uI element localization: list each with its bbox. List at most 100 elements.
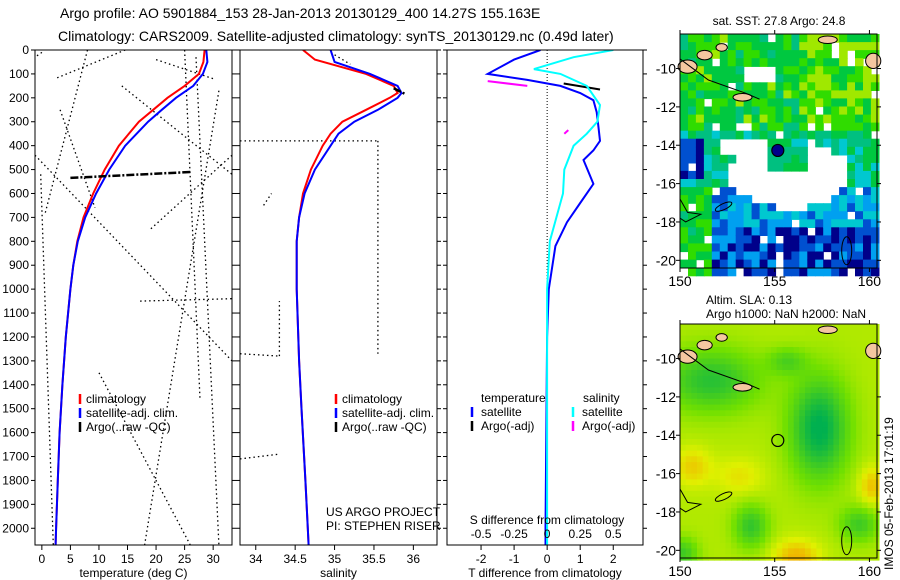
map-cell [697, 387, 704, 394]
map-cell [748, 381, 755, 388]
map-cell [770, 548, 778, 555]
map-cell [855, 154, 864, 164]
map-cell [680, 179, 689, 188]
map-cell [753, 329, 761, 337]
map-cell [839, 114, 848, 124]
map-cell [702, 456, 709, 463]
map-cell [844, 525, 852, 532]
map-cell [861, 502, 869, 509]
map-cell [856, 496, 863, 503]
map-cell [810, 364, 817, 371]
map-cell [839, 479, 846, 486]
map-cell [856, 393, 863, 400]
y-tick-label: 500 [9, 163, 29, 177]
map-cell [810, 456, 817, 463]
map-cell [767, 50, 777, 59]
map-cell [714, 416, 721, 423]
map-cell [815, 235, 824, 245]
map-cell [827, 335, 835, 342]
map-cell [731, 554, 738, 561]
map-cell [807, 74, 816, 83]
map-cell [833, 519, 840, 526]
map-cell [850, 439, 857, 446]
map-cell [867, 404, 874, 411]
map-cell [861, 433, 869, 440]
map-cell [685, 519, 692, 526]
map-cell [799, 375, 806, 383]
map-cell [831, 195, 840, 204]
map-cell [799, 370, 806, 377]
map-cell [725, 542, 732, 550]
map-cell [793, 404, 800, 411]
map-cell [765, 381, 772, 388]
map-cell [753, 370, 761, 377]
map-cell [703, 267, 713, 277]
map-cell [782, 502, 789, 509]
map-cell [702, 404, 709, 411]
map-cell [793, 358, 800, 365]
map-cell [691, 462, 698, 469]
map-cell [759, 439, 766, 446]
map-cell [742, 439, 749, 446]
map-cell [799, 154, 808, 164]
map-cell [702, 490, 709, 498]
map-cell [767, 203, 777, 212]
map-cell [791, 58, 800, 67]
map-cell [870, 243, 880, 253]
map-cell [695, 74, 705, 83]
map-cell [815, 74, 824, 83]
map-cell [799, 130, 808, 140]
map-cell [833, 381, 840, 388]
map-cell [685, 427, 692, 434]
map-cell [844, 433, 852, 440]
map-cell [711, 114, 721, 124]
map-cell [782, 513, 789, 521]
map-cell [735, 42, 745, 51]
map-cell [719, 548, 727, 555]
map-cell [743, 50, 753, 59]
map-cell [770, 519, 778, 526]
map-cell [742, 508, 749, 515]
map-cell [695, 98, 705, 108]
map-cell [742, 364, 749, 371]
map-cell [714, 473, 721, 480]
map-cell [839, 211, 848, 220]
map-cell [735, 227, 745, 236]
map-cell [816, 479, 823, 486]
map-cell [742, 519, 749, 526]
map-cell [799, 536, 806, 544]
map-cell [727, 227, 737, 236]
map-cell [759, 502, 766, 509]
map-cell [863, 267, 872, 277]
map-cell [783, 267, 792, 277]
map-cell [827, 496, 835, 503]
map-cell [742, 536, 749, 544]
map-cell [839, 34, 848, 43]
map-cell [765, 352, 772, 360]
map-cell [873, 404, 880, 411]
map-cell [783, 130, 792, 140]
map-cell [782, 508, 789, 515]
map-subtitle: Argo h1000: NaN h2000: NaN [706, 307, 866, 321]
map-cell [850, 335, 857, 342]
map-cell [697, 508, 704, 515]
map-cell [727, 98, 737, 108]
raw-qc-dotted-line [240, 353, 280, 357]
map-cell [695, 251, 705, 261]
map-cell [697, 375, 704, 383]
map-cell [823, 114, 832, 124]
legend-label: climatology [86, 392, 146, 406]
map-cell [736, 370, 744, 377]
map-cell [799, 98, 808, 108]
map-cell [765, 444, 772, 452]
map-cell [736, 554, 744, 561]
map-cell [823, 50, 832, 59]
map-cell [711, 130, 721, 140]
map-cell [725, 358, 732, 365]
map-cell [816, 352, 823, 360]
map-cell [680, 50, 689, 59]
map-cell [714, 347, 721, 354]
lat-tick-label: -14 [656, 137, 676, 153]
map-cell [867, 485, 874, 492]
imos-timestamp: IMOS 05-Feb-2013 17:01:19 [882, 417, 896, 570]
